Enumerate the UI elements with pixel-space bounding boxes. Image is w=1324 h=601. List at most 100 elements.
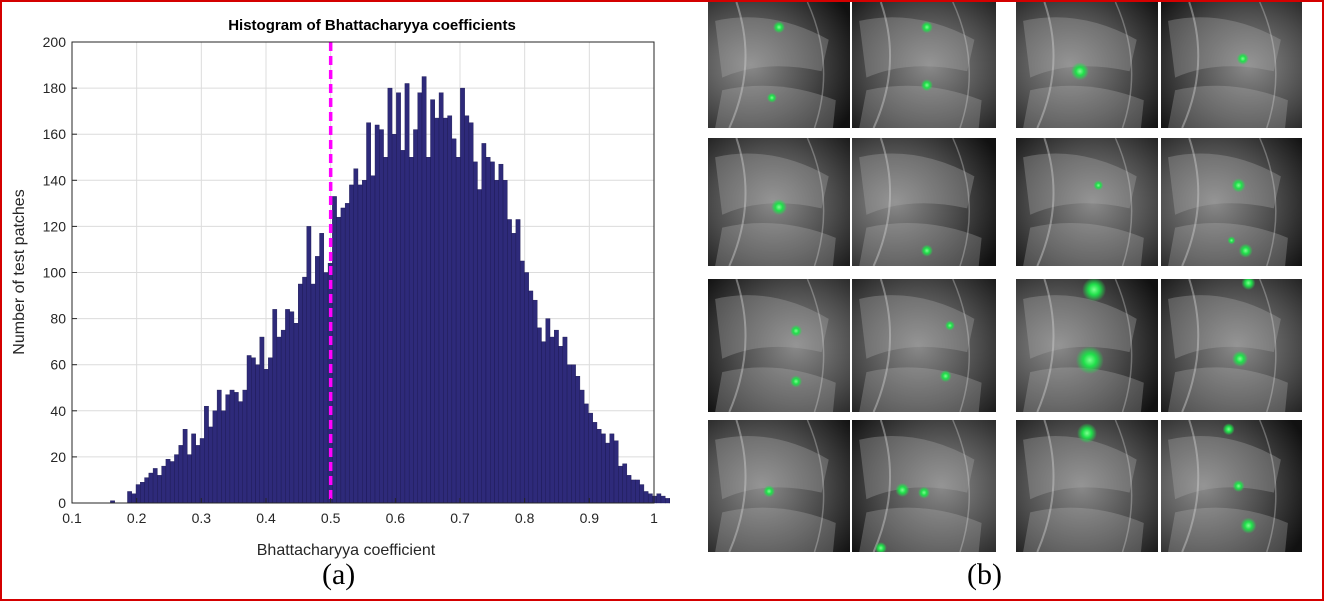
histogram-bar	[426, 157, 431, 504]
histogram-bar	[490, 161, 495, 504]
histogram-bar	[485, 157, 491, 504]
histogram-bar	[298, 283, 303, 504]
histogram-bar	[613, 440, 619, 504]
histogram-bar	[545, 318, 551, 504]
histogram-bar	[472, 161, 478, 504]
green-marker	[1222, 423, 1235, 436]
y-tick-label: 180	[43, 80, 67, 96]
histogram-bar	[507, 219, 512, 504]
histogram-bar	[588, 412, 593, 504]
histogram-bar	[144, 477, 150, 504]
histogram-bar	[289, 311, 295, 504]
histogram-bar	[332, 196, 337, 504]
histogram-bar	[319, 233, 325, 504]
histogram-bar	[665, 498, 670, 504]
histogram-bar	[157, 475, 162, 504]
histogram-bar	[639, 484, 645, 504]
histogram-bar	[652, 495, 657, 504]
histogram-bar	[464, 115, 470, 504]
histogram-bar	[165, 459, 171, 504]
histogram-bar	[528, 290, 534, 504]
histogram-bar	[460, 87, 465, 504]
green-marker	[766, 92, 777, 103]
green-marker	[1077, 423, 1097, 444]
green-marker	[1093, 180, 1104, 191]
chart-title: Histogram of Bhattacharyya coefficients	[228, 17, 516, 34]
histogram-bar	[519, 260, 525, 504]
y-tick-label: 200	[43, 34, 67, 50]
histogram-bar	[306, 226, 312, 504]
green-marker	[773, 21, 785, 34]
green-marker	[939, 370, 952, 383]
x-tick-label: 0.1	[62, 510, 82, 526]
histogram-bar	[434, 117, 440, 504]
histogram-bar	[571, 364, 576, 504]
histogram-bar	[255, 364, 260, 504]
histogram-bar	[417, 92, 423, 504]
histogram-bar	[259, 336, 265, 504]
histogram-bar	[280, 329, 286, 504]
tile-r3-left-b	[852, 279, 996, 412]
histogram-bar	[302, 276, 307, 504]
green-marker	[1241, 279, 1256, 290]
histogram-bar	[191, 433, 196, 504]
histogram-bar	[212, 410, 218, 504]
histogram-bar	[443, 117, 448, 504]
histogram-bar	[554, 329, 559, 504]
histogram-bar	[229, 389, 235, 504]
green-marker	[771, 199, 787, 216]
green-marker	[1070, 62, 1089, 81]
histogram-bar	[413, 129, 418, 504]
x-tick-label: 0.5	[321, 510, 341, 526]
histogram-bar	[161, 465, 167, 504]
histogram-bar	[498, 163, 504, 504]
histogram-bar	[187, 454, 192, 504]
x-tick-label: 0.9	[580, 510, 600, 526]
histogram-bar	[541, 341, 546, 504]
tile-r4-right-b	[1161, 420, 1302, 552]
x-tick-label: 1	[650, 510, 658, 526]
histogram-bar	[208, 426, 214, 504]
tile-r1-left-b	[852, 2, 996, 128]
histogram-bar	[336, 216, 342, 504]
panel-a-label: (a)	[322, 558, 356, 591]
tile-r3-right-a	[1016, 279, 1158, 412]
histogram-bar	[635, 479, 640, 504]
green-marker	[895, 482, 910, 497]
y-tick-label: 40	[50, 403, 66, 419]
histogram-bar	[340, 207, 346, 504]
tile-r1-right-b	[1161, 2, 1302, 128]
histogram-bar	[532, 299, 538, 504]
green-marker	[920, 21, 933, 34]
histogram-bar	[451, 138, 457, 504]
histogram-bar	[315, 256, 320, 504]
tile-r2-right-b	[1161, 138, 1302, 266]
histogram-bar	[558, 346, 564, 504]
histogram-bar	[605, 442, 610, 504]
green-marker	[920, 244, 933, 257]
histogram-bar	[263, 369, 269, 504]
histogram-bar	[566, 364, 572, 504]
y-tick-label: 100	[43, 265, 67, 281]
ticks-layer: 0.1 0.2 0.3 0.4 0.5 0.6 0.7 0.8 0.9 1 0 20 40 60 80 100…	[43, 34, 658, 526]
y-tick-label: 0	[58, 495, 66, 511]
histogram-bar	[562, 336, 568, 504]
histogram-bar	[601, 433, 606, 504]
histogram-bar	[216, 389, 222, 504]
histogram-bar	[344, 203, 350, 504]
histogram-bar	[481, 143, 487, 504]
histogram-bar	[647, 493, 653, 504]
histogram-chart: 0.1 0.2 0.3 0.4 0.5 0.6 0.7 0.8 0.9 1 0 20 40 60 80 100…	[11, 17, 670, 559]
x-tick-label: 0.8	[515, 510, 535, 526]
green-marker	[918, 486, 930, 499]
histogram-bar	[349, 184, 354, 504]
histogram-bar	[225, 394, 231, 504]
green-marker	[1231, 350, 1248, 367]
green-marker	[1082, 279, 1107, 302]
histogram-bar	[408, 157, 414, 504]
tile-r2-left-a	[708, 138, 850, 266]
histogram-bar	[643, 491, 649, 504]
histogram-bar	[421, 76, 427, 504]
green-marker	[1232, 480, 1245, 492]
green-marker	[1240, 517, 1257, 534]
